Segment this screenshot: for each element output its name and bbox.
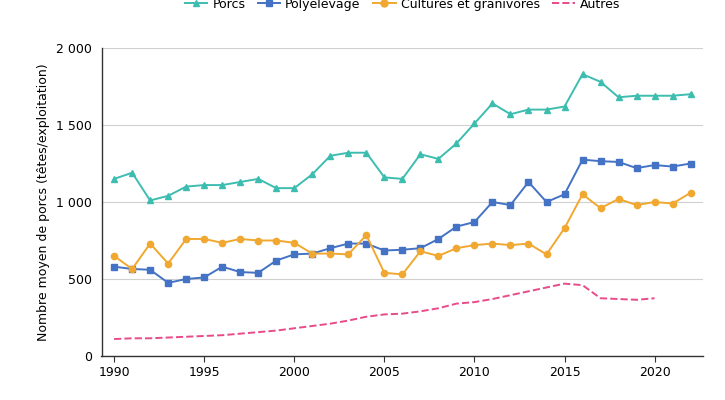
Legend: Porcs, Polyélevage, Cultures et granivores, Autres: Porcs, Polyélevage, Cultures et granivor… xyxy=(180,0,625,16)
Y-axis label: Nombre moyen de porcs (têtes/exploitation): Nombre moyen de porcs (têtes/exploitatio… xyxy=(38,63,50,341)
